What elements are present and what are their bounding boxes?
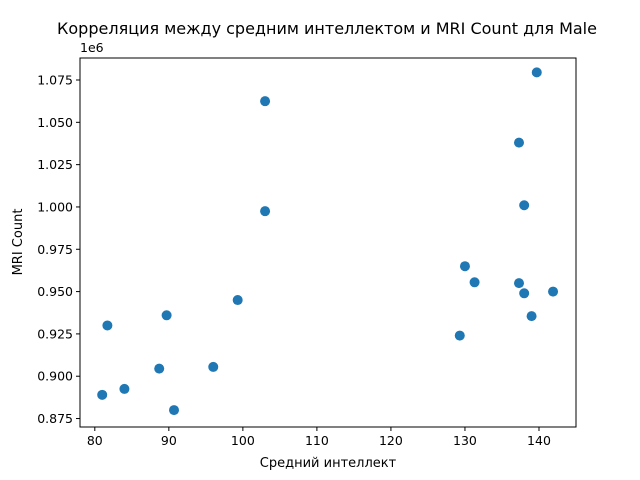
y-tick-label: 0.900 [37, 369, 73, 384]
y-axis: 0.875 0.900 0.925 0.950 0.975 1.000 1.025 1.050… [37, 73, 80, 426]
scatter-point [97, 389, 108, 400]
scatter-point [161, 310, 172, 321]
y-tick-label: 0.875 [37, 411, 73, 426]
scatter-point [260, 206, 271, 217]
y-tick-label: 1.000 [37, 199, 73, 214]
x-tick-label: 100 [231, 433, 255, 448]
scatter-point [260, 96, 271, 107]
y-tick-label: 0.975 [37, 242, 73, 257]
y-tick-label: 1.050 [37, 115, 73, 130]
y-tick-label: 1.025 [37, 157, 73, 172]
scatter-point [526, 311, 537, 322]
x-tick-label: 130 [453, 433, 477, 448]
y-axis-label: MRI Count [11, 209, 26, 276]
x-axis: 80 90 100 110 120 130 140 [87, 427, 551, 448]
scatter-point [513, 278, 524, 289]
x-tick-label: 120 [379, 433, 403, 448]
chart-title: Корреляция между средним интеллектом и M… [57, 19, 597, 38]
y-tick-label: 1.075 [37, 73, 73, 88]
scatter-point [519, 288, 530, 299]
scatter-point [154, 363, 165, 374]
scatter-point [548, 286, 559, 297]
x-tick-label: 140 [527, 433, 551, 448]
y-tick-label: 0.950 [37, 284, 73, 299]
x-tick-label: 110 [305, 433, 329, 448]
scatter-point [102, 320, 113, 331]
scatter-point [459, 261, 470, 272]
scatter-point [469, 277, 480, 288]
scatter-point [119, 383, 130, 394]
scatter-point [531, 67, 542, 78]
scatter-point [519, 200, 530, 211]
scatter-point [232, 295, 243, 306]
y-tick-label: 0.925 [37, 326, 73, 341]
x-tick-label: 90 [161, 433, 177, 448]
scatter-point [169, 405, 180, 416]
scatter-point [513, 137, 524, 148]
y-axis-offset-text: 1e6 [80, 40, 104, 55]
x-tick-label: 80 [87, 433, 103, 448]
x-axis-label: Средний интеллект [260, 456, 397, 471]
scatter-point [454, 330, 465, 341]
scatter-point [208, 361, 219, 372]
scatter-points [97, 67, 559, 416]
plot-frame [79, 57, 577, 428]
